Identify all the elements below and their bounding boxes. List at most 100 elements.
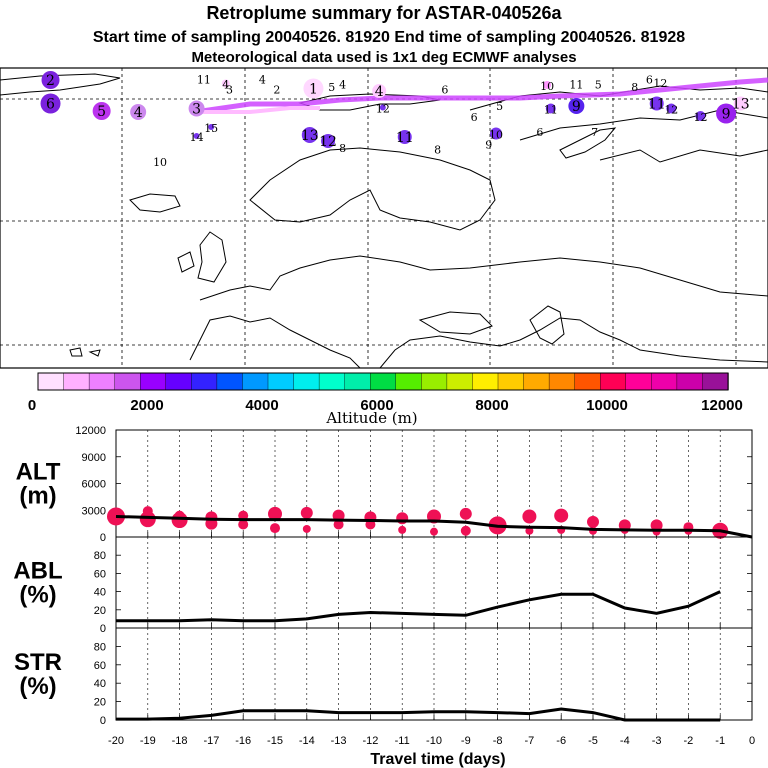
colorbar-cell bbox=[523, 372, 550, 391]
altitude-point bbox=[554, 508, 569, 523]
altitude-point bbox=[302, 524, 311, 533]
plume-marker-label: 8 bbox=[339, 142, 346, 155]
alt-series-line bbox=[115, 515, 753, 539]
plume-marker-label: 5 bbox=[328, 81, 335, 94]
colorbar-cell bbox=[676, 372, 704, 391]
y-tick-label: 0 bbox=[100, 715, 106, 727]
plume-marker bbox=[716, 103, 737, 124]
plume-marker-label: 6 bbox=[46, 97, 55, 113]
altitude-point bbox=[459, 507, 472, 520]
plume-marker-label: 6 bbox=[441, 84, 448, 97]
y-tick-label: 9000 bbox=[82, 452, 106, 464]
coastline-black-caspian bbox=[379, 317, 768, 369]
coastline-taymyr bbox=[599, 149, 768, 163]
colorbar-cell bbox=[88, 372, 116, 391]
plume-marker-label: 8 bbox=[631, 81, 638, 94]
colorbar-cell bbox=[370, 372, 397, 391]
x-tick-label: -10 bbox=[426, 735, 442, 747]
colorbar-tick-label: 2000 bbox=[130, 397, 163, 414]
plume-marker-label: 10 bbox=[489, 129, 503, 142]
plume-marker-label: 14 bbox=[190, 131, 204, 144]
plume-marker bbox=[40, 93, 61, 114]
plume-marker-label: 10 bbox=[540, 80, 554, 93]
y-tick-label: 40 bbox=[94, 678, 106, 690]
x-tick-label: -12 bbox=[362, 735, 378, 747]
coastline-europe-north bbox=[199, 255, 768, 301]
plume-marker-label: 9 bbox=[485, 139, 492, 152]
altitude-point bbox=[398, 525, 407, 534]
panel-abl: 0 20 40 60 80 ABL(%) bbox=[13, 536, 753, 635]
colorbar-cell bbox=[191, 372, 218, 391]
plume-marker-label: 9 bbox=[722, 107, 731, 123]
y-tick-label: 20 bbox=[94, 605, 106, 617]
panel-label: ALT bbox=[16, 459, 61, 486]
plume-marker bbox=[41, 71, 60, 89]
coastline-black-sea bbox=[418, 311, 493, 335]
coastline-scandinavia bbox=[249, 147, 496, 231]
colorbar-cell bbox=[395, 372, 423, 391]
altitude-point bbox=[587, 515, 599, 528]
plume-marker bbox=[568, 98, 585, 114]
plume-marker-label: 4 bbox=[134, 105, 143, 121]
plume-marker-label: 9 bbox=[572, 99, 581, 115]
colorbar-cell bbox=[574, 372, 601, 391]
meteo-info: Meteorological data used is 1x1 deg ECMW… bbox=[191, 49, 576, 66]
x-tick-label: -9 bbox=[461, 735, 471, 747]
colorbar-frame bbox=[37, 372, 729, 391]
map-gridlines bbox=[0, 68, 768, 368]
plume-marker bbox=[649, 96, 664, 111]
y-tick-label: 6000 bbox=[82, 479, 106, 491]
x-tick-label: 0 bbox=[749, 735, 755, 747]
plume-marker-label: 4 bbox=[259, 74, 266, 87]
y-tick-label: 3000 bbox=[82, 505, 106, 517]
x-axis-label: Travel time (days) bbox=[370, 751, 505, 768]
altitude-colorbar: 0 2000 4000 6000 8000 10000 12000 Altitude (m) bbox=[28, 372, 743, 427]
plume-marker-label: 11 bbox=[197, 74, 211, 87]
x-tick-label: -4 bbox=[620, 735, 630, 747]
plume-marker bbox=[321, 134, 336, 148]
plume-marker bbox=[733, 96, 748, 111]
plume-marker-label: 11 bbox=[648, 97, 666, 113]
panel-label: (m) bbox=[19, 483, 56, 510]
y-tick-label: 80 bbox=[94, 641, 106, 653]
y-tick-label: 20 bbox=[94, 697, 106, 709]
plume-marker-label: 12 bbox=[319, 134, 337, 150]
x-tick-label: -14 bbox=[299, 735, 315, 747]
plume-track bbox=[194, 77, 768, 115]
plume-marker-label: 2 bbox=[273, 84, 280, 97]
y-tick-label: 80 bbox=[94, 550, 106, 562]
plume-marker bbox=[695, 111, 706, 121]
plume-marker-label: 6 bbox=[536, 126, 543, 139]
altitude-point bbox=[139, 511, 156, 528]
str-series-line bbox=[116, 707, 721, 722]
plume-marker-label: 13 bbox=[301, 128, 319, 144]
plume-marker-label: 12 bbox=[653, 77, 667, 90]
colorbar-tick-label: 10000 bbox=[586, 397, 628, 414]
plume-marker-label: 11 bbox=[569, 79, 583, 92]
plume-marker bbox=[666, 103, 677, 114]
panel-label: (%) bbox=[19, 673, 56, 700]
altitude-point bbox=[268, 506, 282, 521]
plume-marker-label: 3 bbox=[226, 84, 233, 97]
altitude-point bbox=[522, 509, 537, 524]
plume-marker bbox=[303, 78, 324, 99]
y-tick-label: 12000 bbox=[75, 425, 106, 437]
plume-marker-label: 6 bbox=[646, 74, 653, 87]
coastline-ireland bbox=[177, 251, 195, 273]
x-tick-label: -15 bbox=[267, 735, 283, 747]
y-tick-label: 60 bbox=[94, 660, 106, 672]
panel-label: (%) bbox=[19, 582, 56, 609]
colorbar-cell bbox=[651, 372, 678, 391]
plume-marker-label: 4 bbox=[375, 84, 384, 100]
colorbar-cell bbox=[165, 372, 193, 391]
plume-marker-label: 6 bbox=[471, 111, 478, 124]
plume-marker-label: 12 bbox=[376, 103, 390, 116]
altitude-point bbox=[333, 519, 344, 530]
coastline-caspian bbox=[529, 305, 565, 345]
altitude-point bbox=[142, 506, 153, 517]
colorbar-cell bbox=[293, 372, 320, 391]
colorbar-tick-label: 12000 bbox=[701, 397, 743, 414]
